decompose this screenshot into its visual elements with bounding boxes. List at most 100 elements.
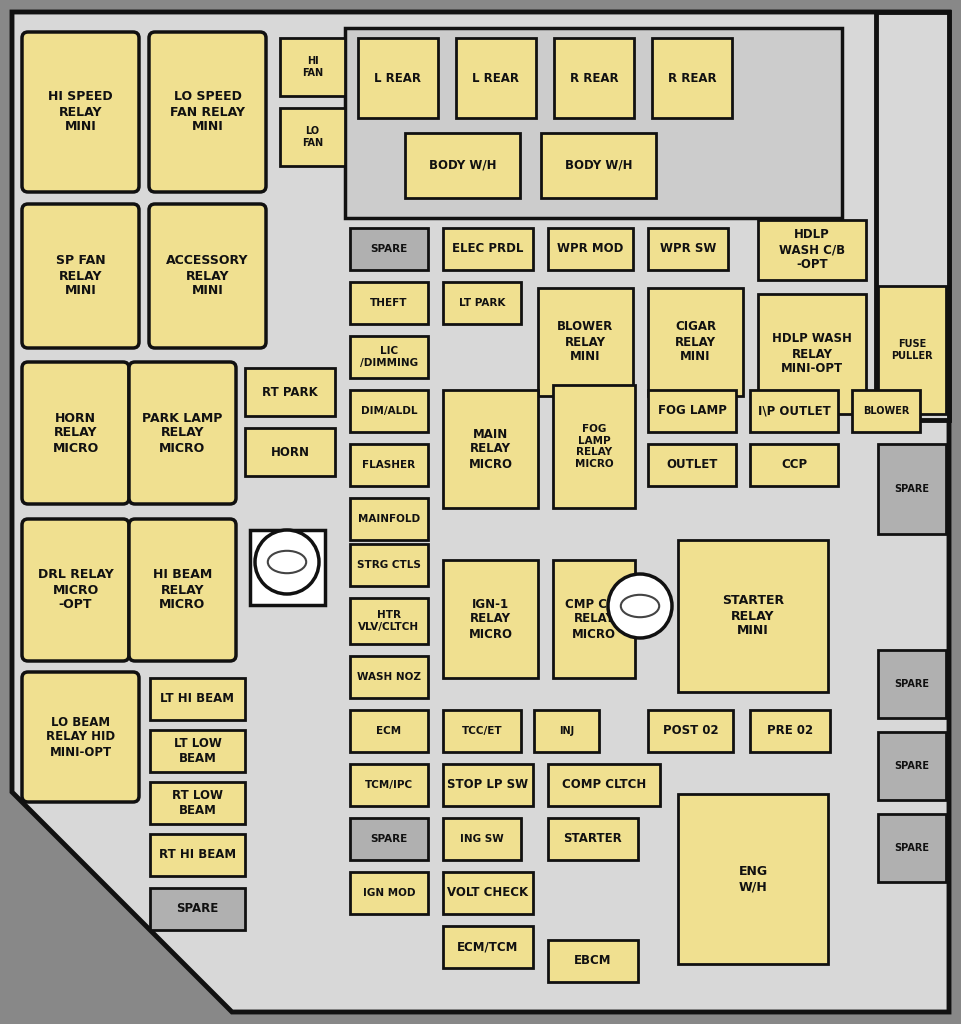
FancyBboxPatch shape	[678, 794, 828, 964]
FancyBboxPatch shape	[22, 672, 139, 802]
FancyBboxPatch shape	[548, 764, 660, 806]
Ellipse shape	[268, 551, 307, 573]
Text: WPR SW: WPR SW	[660, 243, 716, 256]
Circle shape	[608, 574, 672, 638]
FancyBboxPatch shape	[443, 710, 521, 752]
Text: LO SPEED
FAN RELAY
MINI: LO SPEED FAN RELAY MINI	[170, 90, 245, 133]
Text: FOG
LAMP
RELAY
MICRO: FOG LAMP RELAY MICRO	[575, 424, 613, 469]
FancyBboxPatch shape	[129, 362, 236, 504]
Text: HORN
RELAY
MICRO: HORN RELAY MICRO	[53, 412, 99, 455]
Text: HI SPEED
RELAY
MINI: HI SPEED RELAY MINI	[48, 90, 112, 133]
Text: I\P OUTLET: I\P OUTLET	[757, 404, 830, 418]
FancyBboxPatch shape	[150, 782, 245, 824]
FancyBboxPatch shape	[150, 834, 245, 876]
FancyBboxPatch shape	[548, 940, 638, 982]
FancyBboxPatch shape	[443, 818, 521, 860]
FancyBboxPatch shape	[22, 519, 129, 662]
FancyBboxPatch shape	[350, 656, 428, 698]
Text: HORN: HORN	[270, 445, 309, 459]
Text: ELEC PRDL: ELEC PRDL	[453, 243, 524, 256]
Text: MAINFOLD: MAINFOLD	[357, 514, 420, 524]
FancyBboxPatch shape	[553, 385, 635, 508]
FancyBboxPatch shape	[554, 38, 634, 118]
FancyBboxPatch shape	[878, 814, 946, 882]
FancyBboxPatch shape	[350, 710, 428, 752]
Text: DRL RELAY
MICRO
-OPT: DRL RELAY MICRO -OPT	[37, 568, 113, 611]
Text: SPARE: SPARE	[895, 843, 929, 853]
FancyBboxPatch shape	[149, 204, 266, 348]
FancyBboxPatch shape	[150, 678, 245, 720]
FancyBboxPatch shape	[758, 220, 866, 280]
FancyBboxPatch shape	[443, 872, 533, 914]
Text: LO BEAM
RELAY HID
MINI-OPT: LO BEAM RELAY HID MINI-OPT	[46, 716, 115, 759]
FancyBboxPatch shape	[548, 818, 638, 860]
Text: HI
FAN: HI FAN	[302, 56, 323, 78]
Ellipse shape	[621, 595, 659, 617]
Text: L REAR: L REAR	[473, 72, 520, 85]
Text: BODY W/H: BODY W/H	[565, 159, 632, 172]
Text: ING SW: ING SW	[460, 834, 504, 844]
FancyBboxPatch shape	[350, 764, 428, 806]
FancyBboxPatch shape	[648, 228, 728, 270]
Circle shape	[255, 530, 319, 594]
Text: ACCESSORY
RELAY
MINI: ACCESSORY RELAY MINI	[166, 255, 249, 298]
Text: DIM/ALDL: DIM/ALDL	[360, 406, 417, 416]
FancyBboxPatch shape	[350, 818, 428, 860]
Text: OUTLET: OUTLET	[666, 459, 718, 471]
FancyBboxPatch shape	[652, 38, 732, 118]
Text: IGN-1
RELAY
MICRO: IGN-1 RELAY MICRO	[469, 597, 512, 640]
FancyBboxPatch shape	[878, 444, 946, 534]
Text: STOP LP SW: STOP LP SW	[448, 778, 529, 792]
FancyBboxPatch shape	[538, 288, 633, 396]
Text: L REAR: L REAR	[375, 72, 422, 85]
FancyBboxPatch shape	[648, 390, 736, 432]
FancyBboxPatch shape	[852, 390, 920, 432]
FancyBboxPatch shape	[443, 560, 538, 678]
FancyBboxPatch shape	[350, 390, 428, 432]
Text: RT HI BEAM: RT HI BEAM	[159, 849, 236, 861]
Text: HTR
VLV/CLTCH: HTR VLV/CLTCH	[358, 610, 420, 632]
Text: LIC
/DIMMING: LIC /DIMMING	[360, 346, 418, 368]
FancyBboxPatch shape	[443, 228, 533, 270]
FancyBboxPatch shape	[245, 428, 335, 476]
FancyBboxPatch shape	[350, 544, 428, 586]
Text: ECM/TCM: ECM/TCM	[457, 940, 519, 953]
FancyBboxPatch shape	[22, 362, 129, 504]
Text: BLOWER: BLOWER	[863, 406, 909, 416]
FancyBboxPatch shape	[443, 390, 538, 508]
FancyBboxPatch shape	[350, 228, 428, 270]
Text: R REAR: R REAR	[668, 72, 716, 85]
Text: STRG CTLS: STRG CTLS	[357, 560, 421, 570]
FancyBboxPatch shape	[878, 732, 946, 800]
FancyBboxPatch shape	[534, 710, 599, 752]
Text: SP FAN
RELAY
MINI: SP FAN RELAY MINI	[56, 255, 106, 298]
FancyBboxPatch shape	[149, 32, 266, 193]
FancyBboxPatch shape	[129, 519, 236, 662]
FancyBboxPatch shape	[878, 286, 946, 414]
Text: SPARE: SPARE	[370, 244, 407, 254]
Text: CIGAR
RELAY
MINI: CIGAR RELAY MINI	[675, 321, 716, 364]
Text: RT LOW
BEAM: RT LOW BEAM	[172, 790, 223, 817]
Text: FLASHER: FLASHER	[362, 460, 415, 470]
FancyBboxPatch shape	[548, 228, 633, 270]
FancyBboxPatch shape	[648, 288, 743, 396]
Text: LO
FAN: LO FAN	[302, 126, 323, 147]
Text: CCP: CCP	[781, 459, 807, 471]
Text: MAIN
RELAY
MICRO: MAIN RELAY MICRO	[469, 427, 512, 470]
Text: IGN MOD: IGN MOD	[362, 888, 415, 898]
FancyBboxPatch shape	[22, 32, 139, 193]
Text: LT HI BEAM: LT HI BEAM	[160, 692, 234, 706]
Text: TCC/ET: TCC/ET	[461, 726, 503, 736]
FancyBboxPatch shape	[350, 872, 428, 914]
Text: BODY W/H: BODY W/H	[429, 159, 496, 172]
FancyBboxPatch shape	[456, 38, 536, 118]
FancyBboxPatch shape	[350, 598, 428, 644]
FancyBboxPatch shape	[350, 282, 428, 324]
Text: SPARE: SPARE	[895, 679, 929, 689]
FancyBboxPatch shape	[878, 650, 946, 718]
Text: SPARE: SPARE	[177, 902, 218, 915]
FancyBboxPatch shape	[443, 282, 521, 324]
FancyBboxPatch shape	[245, 368, 335, 416]
FancyBboxPatch shape	[250, 530, 325, 605]
Text: THEFT: THEFT	[370, 298, 407, 308]
